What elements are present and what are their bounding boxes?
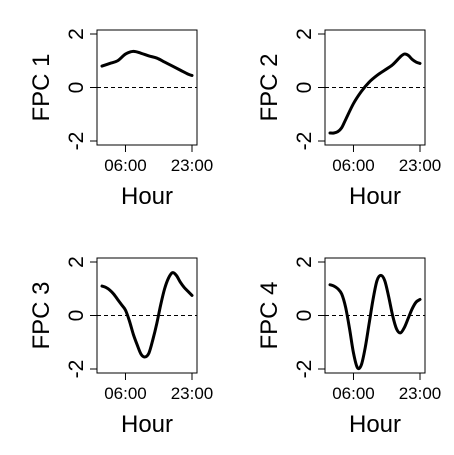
panel-1: -2 0 2 06:00 23:00 FPC 1 Hour xyxy=(28,28,213,210)
fpc-curve xyxy=(100,49,194,77)
x-tick-label: 06:00 xyxy=(332,384,375,403)
fpc-curve xyxy=(328,52,422,135)
panel-2: -2 0 2 06:00 23:00 FPC 2 Hour xyxy=(256,28,441,210)
fpc-curve xyxy=(100,271,194,359)
y-tick-label: -2 xyxy=(65,132,88,151)
y-axis-title: FPC 3 xyxy=(28,281,55,349)
y-axis-title: FPC 2 xyxy=(256,53,283,121)
y-axis-title: FPC 1 xyxy=(28,53,55,121)
x-axis-title: Hour xyxy=(121,183,173,210)
x-axis-title: Hour xyxy=(349,183,401,210)
y-tick-label: 2 xyxy=(293,256,316,268)
x-tick-label: 23:00 xyxy=(399,156,442,175)
x-tick-label: 23:00 xyxy=(399,384,442,403)
y-tick-label: 0 xyxy=(293,310,316,322)
x-axis-title: Hour xyxy=(121,411,173,438)
y-tick-label: 0 xyxy=(293,82,316,94)
fpc-curve xyxy=(328,273,422,371)
x-tick-label: 06:00 xyxy=(332,156,375,175)
x-tick-label: 23:00 xyxy=(171,156,214,175)
y-tick-label: -2 xyxy=(293,132,316,151)
y-tick-label: 2 xyxy=(65,28,88,40)
y-tick-label: 0 xyxy=(65,310,88,322)
x-axis-title: Hour xyxy=(349,411,401,438)
x-tick-label: 23:00 xyxy=(171,384,214,403)
y-tick-label: 0 xyxy=(65,82,88,94)
y-axis-title: FPC 4 xyxy=(256,281,283,349)
y-tick-label: 2 xyxy=(65,256,88,268)
y-tick-label: 2 xyxy=(293,28,316,40)
x-tick-label: 06:00 xyxy=(104,156,147,175)
y-tick-label: -2 xyxy=(65,360,88,379)
y-tick-label: -2 xyxy=(293,360,316,379)
panel-4: -2 0 2 06:00 23:00 FPC 4 Hour xyxy=(256,256,441,438)
panel-3: -2 0 2 06:00 23:00 FPC 3 Hour xyxy=(28,256,213,438)
x-tick-label: 06:00 xyxy=(104,384,147,403)
